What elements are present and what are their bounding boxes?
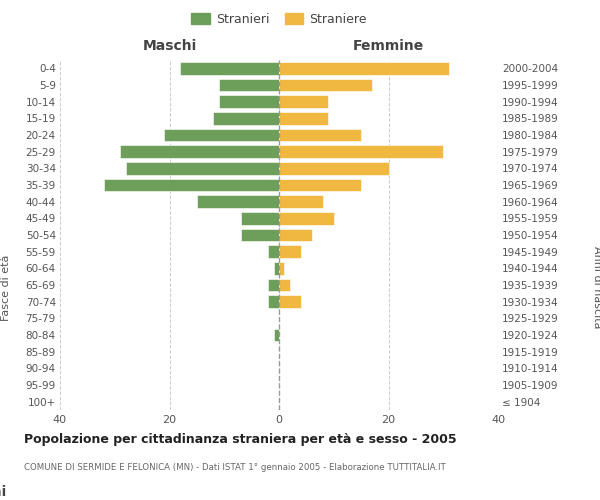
Bar	[104, 179, 279, 192]
Bar	[279, 212, 334, 224]
Bar	[197, 196, 279, 208]
Bar	[279, 79, 372, 92]
Bar	[279, 279, 290, 291]
Text: Fasce di età: Fasce di età	[1, 254, 11, 320]
Bar	[274, 262, 279, 274]
Text: Maschi: Maschi	[142, 38, 197, 52]
Bar	[279, 196, 323, 208]
Bar	[181, 62, 279, 74]
Text: Anni di nascita: Anni di nascita	[592, 246, 600, 329]
Text: COMUNE DI SERMIDE E FELONICA (MN) - Dati ISTAT 1° gennaio 2005 - Elaborazione TU: COMUNE DI SERMIDE E FELONICA (MN) - Dati…	[24, 462, 446, 471]
Bar	[120, 146, 279, 158]
Bar	[279, 146, 443, 158]
Bar	[241, 229, 279, 241]
Bar	[268, 279, 279, 291]
Bar	[125, 162, 279, 174]
Text: Femmine: Femmine	[353, 38, 424, 52]
Bar	[279, 262, 284, 274]
Bar	[279, 229, 312, 241]
Bar	[214, 112, 279, 124]
Bar	[268, 246, 279, 258]
Bar	[164, 129, 279, 141]
Bar	[279, 246, 301, 258]
Bar	[268, 296, 279, 308]
Bar	[279, 62, 449, 74]
Bar	[279, 129, 361, 141]
Text: Maschi: Maschi	[0, 485, 7, 499]
Bar	[219, 96, 279, 108]
Bar	[241, 212, 279, 224]
Bar	[274, 329, 279, 341]
Bar	[279, 112, 328, 124]
Legend: Stranieri, Straniere: Stranieri, Straniere	[187, 9, 371, 29]
Bar	[279, 96, 328, 108]
Bar	[279, 162, 389, 174]
Bar	[279, 296, 301, 308]
Bar	[219, 79, 279, 92]
Text: Popolazione per cittadinanza straniera per età e sesso - 2005: Popolazione per cittadinanza straniera p…	[24, 432, 457, 446]
Bar	[279, 179, 361, 192]
